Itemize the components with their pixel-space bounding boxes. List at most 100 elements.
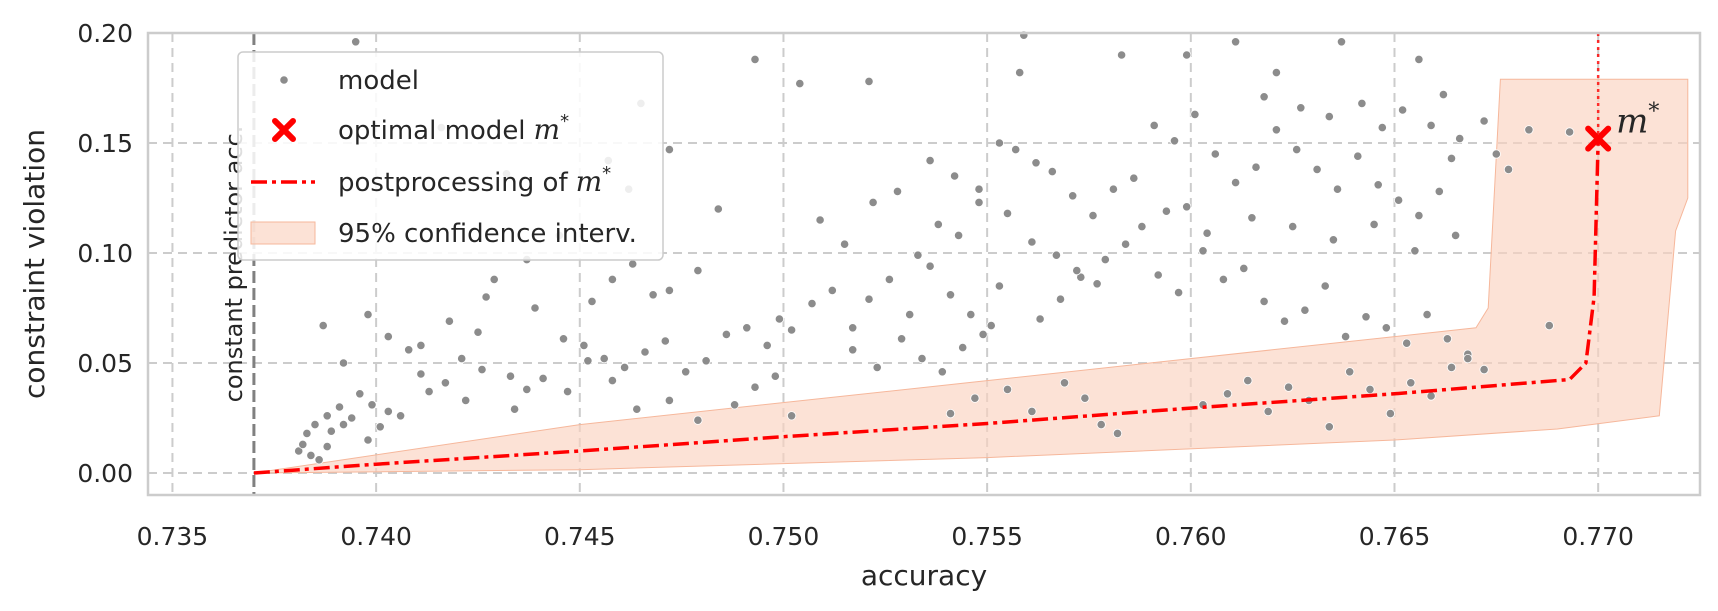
model-point bbox=[839, 239, 850, 249]
model-point bbox=[367, 400, 377, 410]
model-point bbox=[351, 37, 361, 47]
y-tick-label: 0.20 bbox=[77, 19, 133, 48]
model-point bbox=[1112, 428, 1123, 438]
model-point bbox=[587, 296, 597, 306]
model-point bbox=[872, 362, 882, 372]
model-point bbox=[599, 353, 609, 364]
model-point bbox=[681, 367, 691, 377]
model-point bbox=[375, 422, 385, 432]
model-point bbox=[1088, 211, 1098, 221]
model-point bbox=[1096, 419, 1106, 430]
legend-frame bbox=[237, 51, 664, 261]
model-point bbox=[509, 404, 520, 414]
model-point bbox=[1324, 422, 1334, 432]
model-point bbox=[1414, 211, 1424, 221]
model-point bbox=[522, 384, 532, 394]
model-point bbox=[864, 294, 874, 304]
model-point bbox=[338, 358, 349, 368]
x-tick-label: 0.740 bbox=[340, 522, 412, 551]
model-point bbox=[1565, 127, 1575, 137]
model-point bbox=[945, 290, 956, 300]
model-point bbox=[1190, 109, 1200, 120]
model-point bbox=[742, 323, 752, 333]
model-point bbox=[322, 411, 332, 421]
model-point bbox=[925, 261, 935, 271]
legend-handle-model bbox=[279, 75, 289, 85]
model-point bbox=[1051, 250, 1062, 260]
model-point bbox=[1027, 406, 1037, 416]
model-point bbox=[774, 314, 785, 324]
model-point bbox=[729, 400, 740, 410]
model-point bbox=[937, 367, 947, 377]
model-point bbox=[896, 334, 907, 344]
model-point bbox=[994, 281, 1005, 291]
model-point bbox=[338, 419, 349, 430]
model-point bbox=[562, 386, 573, 397]
model-point bbox=[383, 331, 393, 342]
model-point bbox=[1312, 164, 1322, 174]
model-point bbox=[693, 415, 703, 425]
model-point bbox=[481, 292, 491, 302]
model-point bbox=[1414, 54, 1424, 65]
legend-item-postprocessing: postprocessing of m* bbox=[251, 163, 611, 198]
model-point bbox=[1402, 338, 1412, 348]
model-point bbox=[1002, 384, 1013, 394]
model-point bbox=[1292, 145, 1302, 155]
model-point bbox=[318, 320, 328, 331]
legend-item-confidence: 95% confidence interv. bbox=[250, 219, 637, 249]
model-point bbox=[660, 336, 670, 346]
model-point bbox=[1446, 362, 1457, 372]
model-point bbox=[404, 345, 414, 355]
model-point bbox=[1398, 105, 1408, 115]
model-point bbox=[383, 406, 393, 416]
model-point bbox=[1357, 98, 1367, 109]
model-point bbox=[628, 259, 638, 269]
model-point bbox=[994, 138, 1005, 148]
model-point bbox=[416, 369, 426, 379]
model-point bbox=[1259, 296, 1269, 306]
y-tick-label: 0.00 bbox=[77, 459, 133, 488]
model-point bbox=[1271, 68, 1282, 78]
y-tick-label: 0.15 bbox=[77, 129, 133, 158]
model-point bbox=[1047, 167, 1057, 177]
model-point bbox=[424, 386, 434, 397]
legend-label-postprocessing: postprocessing of m* bbox=[338, 163, 611, 198]
model-point bbox=[917, 353, 927, 364]
model-point bbox=[815, 215, 825, 225]
model-point bbox=[1031, 158, 1041, 168]
model-point bbox=[1137, 222, 1147, 232]
model-point bbox=[974, 184, 984, 194]
model-point bbox=[1451, 230, 1461, 240]
x-tick-label: 0.760 bbox=[1155, 522, 1227, 551]
model-point bbox=[1353, 151, 1363, 161]
model-point bbox=[905, 309, 915, 320]
model-point bbox=[868, 197, 878, 207]
postprocessing-layer bbox=[253, 138, 1600, 475]
model-point bbox=[1345, 367, 1355, 377]
model-point bbox=[1426, 120, 1436, 131]
model-point bbox=[970, 393, 980, 403]
model-point bbox=[1332, 184, 1343, 194]
y-tick-label: 0.05 bbox=[77, 349, 133, 378]
model-point bbox=[1174, 287, 1184, 298]
legend-handle-confidence bbox=[250, 221, 316, 245]
model-point bbox=[693, 265, 703, 276]
model-point bbox=[1259, 92, 1269, 102]
model-point bbox=[322, 441, 332, 452]
model-point bbox=[632, 404, 642, 414]
model-point bbox=[986, 320, 996, 331]
model-point bbox=[1279, 316, 1290, 326]
model-point bbox=[786, 325, 797, 335]
model-point bbox=[1320, 281, 1330, 291]
model-point bbox=[750, 382, 760, 392]
model-point bbox=[1100, 255, 1110, 265]
model-point bbox=[640, 347, 650, 357]
model-point bbox=[1027, 237, 1037, 247]
model-point bbox=[664, 395, 675, 405]
x-tick-label: 0.735 bbox=[137, 522, 209, 551]
model-point bbox=[355, 389, 365, 399]
model-point bbox=[1072, 265, 1082, 276]
model-point bbox=[770, 371, 780, 381]
model-point bbox=[1002, 208, 1013, 218]
